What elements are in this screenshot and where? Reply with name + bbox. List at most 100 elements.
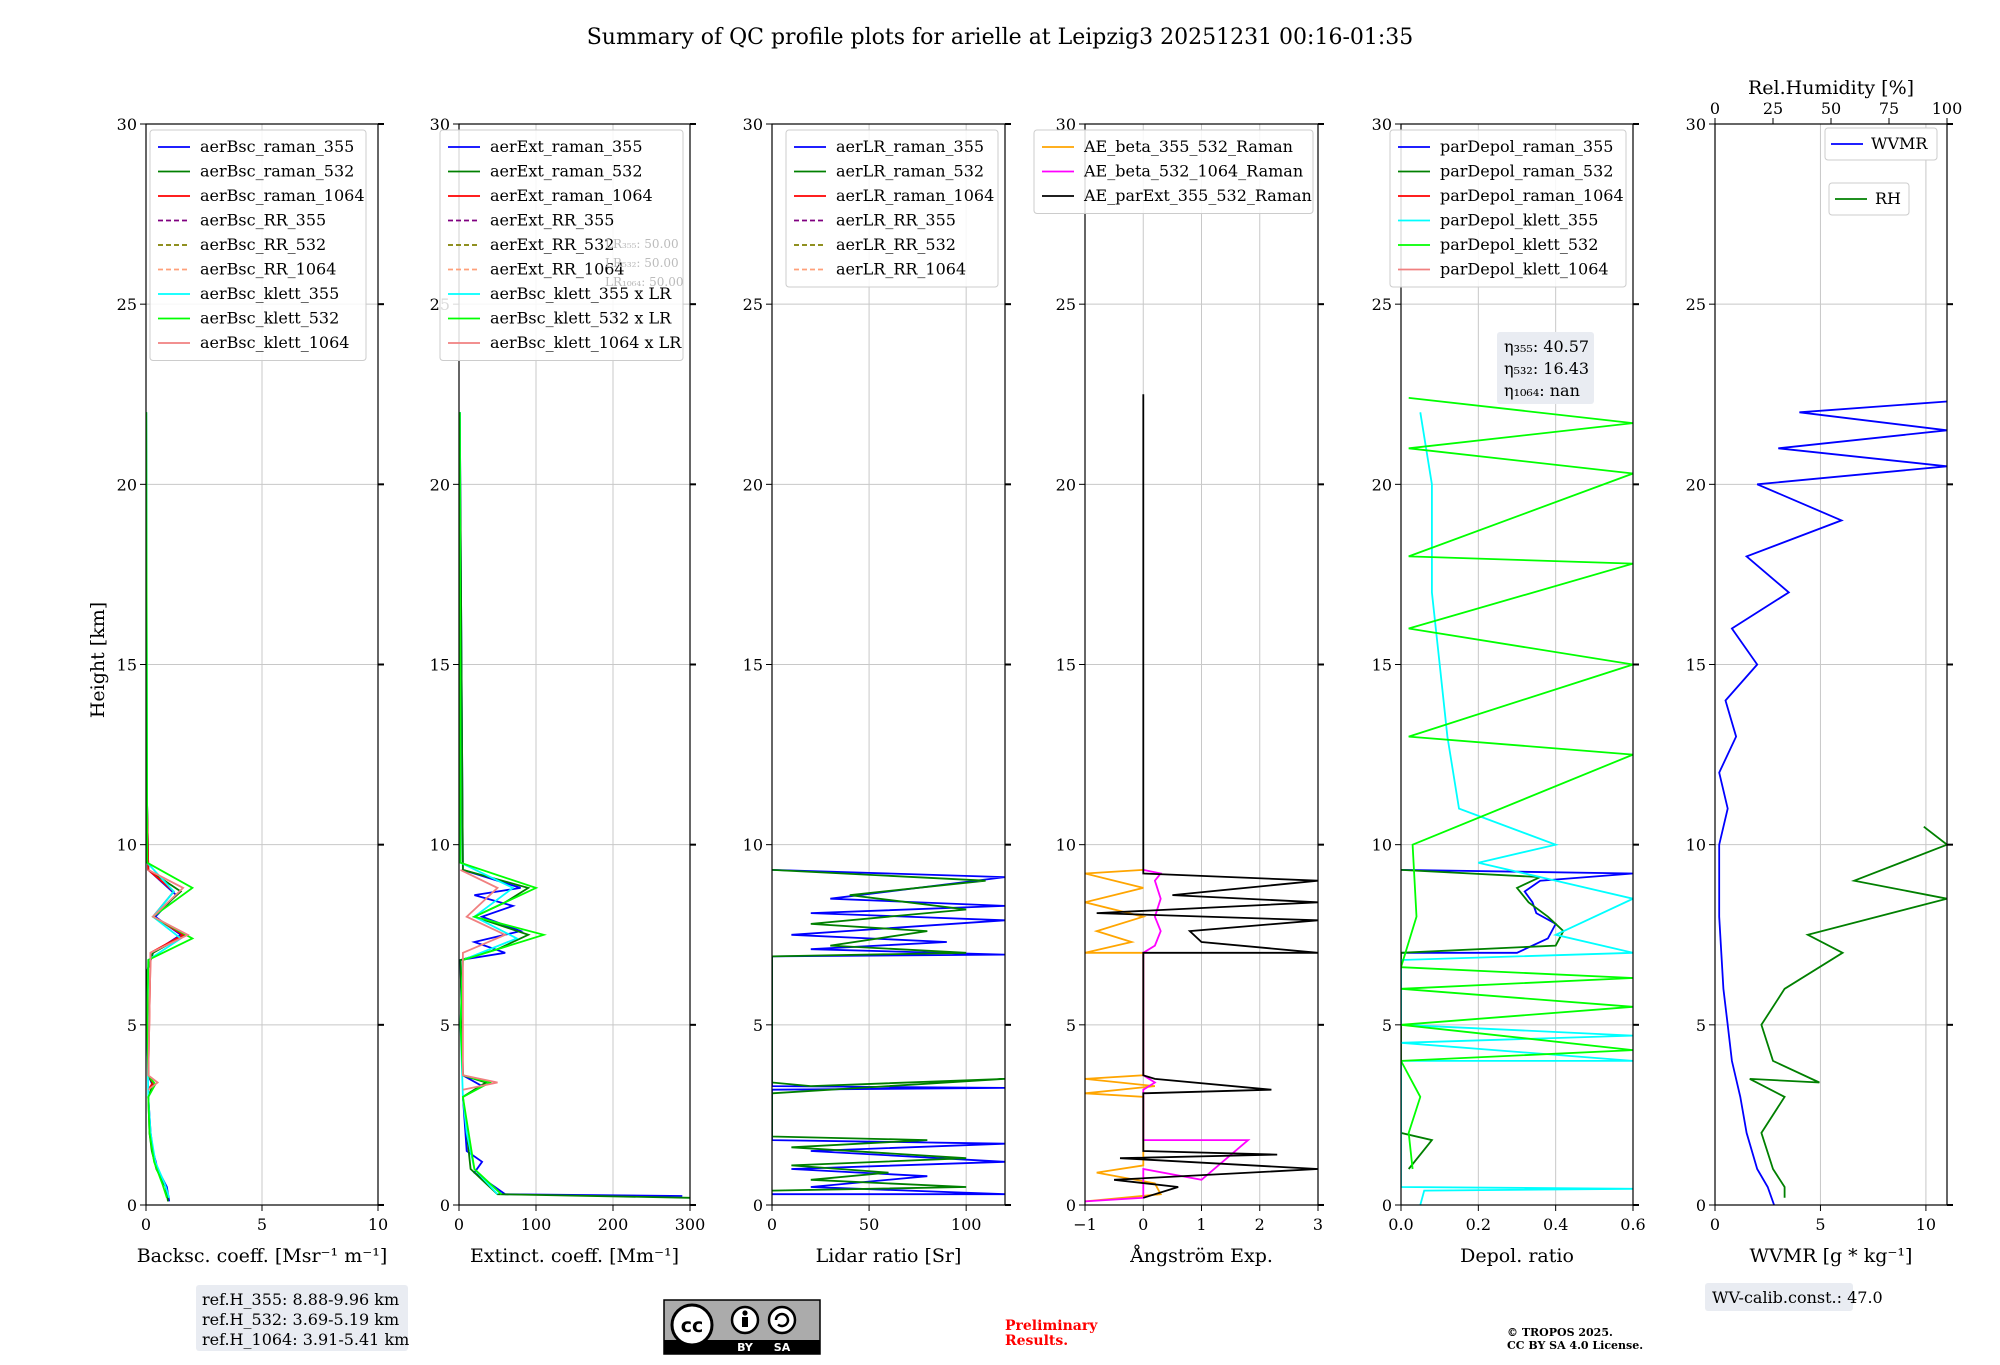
legend-label: AE_beta_532_1064_Raman [1083, 162, 1303, 181]
copyright-line-2: CC BY SA 4.0 License. [1507, 1339, 1643, 1352]
legend-label: aerExt_raman_355 [490, 137, 643, 156]
x-tick-label: 200 [598, 1215, 629, 1234]
legend-label: parDepol_raman_532 [1440, 162, 1613, 181]
series-WVMR [1718, 400, 1947, 1205]
legend-label: aerBsc_klett_1064 x LR [490, 333, 682, 352]
wv-calib-label: WV-calib.const.: 47.0 [1712, 1288, 1883, 1307]
y-tick-label: 25 [1686, 295, 1706, 314]
y-tick-label: 20 [117, 475, 137, 494]
panel-extinction: 0510152025300100200300Extinct. coeff. [M… [430, 115, 706, 1267]
y-tick-label: 5 [1066, 1016, 1076, 1035]
x-tick-label: 100 [521, 1215, 552, 1234]
y-tick-label: 15 [1056, 656, 1076, 675]
x-tick-label: 0 [141, 1215, 151, 1234]
legend-label: aerBsc_RR_1064 [200, 260, 336, 279]
x-tick-label: 300 [675, 1215, 706, 1234]
y-tick-label: 30 [1056, 115, 1076, 134]
legend-label: aerLR_RR_532 [836, 235, 956, 254]
legend-label: aerBsc_klett_532 x LR [490, 309, 672, 328]
series-parDepol_klett_532 [1401, 397, 1633, 1170]
legend-label: AE_parExt_355_532_Raman [1083, 186, 1312, 205]
series-AE_parExt_355_532_Raman [1096, 394, 1318, 1199]
x-tick-label: 0.0 [1388, 1215, 1413, 1234]
y-tick-label: 30 [430, 115, 450, 134]
y-tick-label: 30 [743, 115, 763, 134]
top-x-tick-label: 50 [1821, 99, 1841, 118]
y-axis-label: Height [km] [87, 602, 109, 718]
legend-label: aerLR_RR_355 [836, 211, 956, 230]
y-tick-label: 15 [1372, 656, 1392, 675]
series-aerBsc_klett_1064 x LR [460, 869, 508, 1091]
series-RH [1749, 825, 1947, 1198]
x-tick-label: 0 [1710, 1215, 1720, 1234]
legend-label: AE_beta_355_532_Raman [1083, 137, 1293, 156]
series-aerLR_raman_532 [772, 869, 1005, 1192]
sa-icon [767, 1305, 797, 1335]
x-tick-label: 0.6 [1620, 1215, 1645, 1234]
y-tick-label: 20 [1686, 475, 1706, 494]
x-axis-label: Depol. ratio [1460, 1245, 1574, 1267]
legend-label: aerExt_raman_532 [490, 162, 643, 181]
legend-label: aerBsc_klett_532 [200, 309, 339, 328]
x-tick-label: 100 [951, 1215, 982, 1234]
legend-label: aerExt_RR_532 [490, 235, 614, 254]
eta-label: η₁₀₆₄: nan [1504, 381, 1580, 400]
x-tick-label: 50 [859, 1215, 879, 1234]
legend-label: aerBsc_raman_1064 [200, 186, 365, 205]
panel-backscatter: 0 5 10 15 20 25 30 0 5 10 Backsc. coeff. [Msr⁻¹ m⁻… [117, 115, 409, 1351]
x-tick-label: 0 [767, 1215, 777, 1234]
cc-by-label: BY [737, 1341, 754, 1354]
x-axis-label: Lidar ratio [Sr] [816, 1245, 962, 1267]
y-tick-label: 0 [753, 1196, 763, 1215]
y-tick-label: 0 [1696, 1196, 1706, 1215]
legend-label: aerLR_RR_1064 [836, 260, 966, 279]
preliminary-line-1: Preliminary [1005, 1318, 1098, 1334]
top-x-tick-label: 0 [1710, 99, 1720, 118]
legend: parDepol_raman_355 parDepol_raman_532 parD… [1389, 129, 1627, 288]
preliminary-line-2: Results. [1005, 1333, 1068, 1349]
legend-label: parDepol_raman_1064 [1440, 186, 1624, 205]
y-tick-label: 0 [440, 1196, 450, 1215]
y-tick-label: 25 [1056, 295, 1076, 314]
y-tick-label: 30 [117, 115, 137, 134]
series-parDepol_klett_355 [1401, 412, 1633, 1205]
legend-label: aerExt_RR_355 [490, 211, 614, 230]
x-axis-label: Backsc. coeff. [Msr⁻¹ m⁻¹] [137, 1245, 388, 1267]
y-tick-label: 15 [1686, 656, 1706, 675]
y-tick-label: 5 [440, 1016, 450, 1035]
top-x-tick-label: 100 [1932, 99, 1963, 118]
y-tick-label: 30 [1372, 115, 1392, 134]
x-axis-label: Ångström Exp. [1129, 1245, 1273, 1267]
series-aerBsc_klett_532 [146, 412, 195, 1199]
x-tick-label: 0 [1138, 1215, 1148, 1234]
y-tick-label: 0 [127, 1196, 137, 1215]
legend-RH: RH [1828, 182, 1910, 216]
y-tick-label: 10 [1056, 836, 1076, 855]
legend-label: aerExt_raman_1064 [490, 186, 653, 205]
legend-label: aerLR_raman_1064 [836, 186, 994, 205]
legend-label: aerBsc_RR_355 [200, 211, 326, 230]
x-tick-label: 2 [1255, 1215, 1265, 1234]
y-tick-label: 15 [430, 656, 450, 675]
x-tick-label: 0.4 [1543, 1215, 1568, 1234]
y-tick-label: 5 [127, 1016, 137, 1035]
x-tick-label: 0.2 [1466, 1215, 1491, 1234]
y-tick-label: 15 [743, 656, 763, 675]
series-aerBsc_klett_532 x LR [459, 412, 547, 1195]
legend-label: parDepol_raman_355 [1440, 137, 1613, 156]
legend-label: aerLR_raman_355 [836, 137, 984, 156]
series-aerExt_raman_532 [459, 412, 690, 1199]
eta-label: η₃₅₅: 40.57 [1504, 337, 1589, 356]
legend-label: parDepol_klett_355 [1440, 211, 1598, 230]
y-tick-label: 5 [753, 1016, 763, 1035]
y-tick-label: 20 [743, 475, 763, 494]
y-tick-label: 10 [1686, 836, 1706, 855]
lr-value-label: LR₃₅₅: 50.00 [605, 237, 679, 251]
x-tick-label: −1 [1073, 1215, 1097, 1234]
x-tick-label: 10 [1916, 1215, 1936, 1234]
x-tick-label: 5 [1815, 1215, 1825, 1234]
legend-label: aerBsc_raman_532 [200, 162, 354, 181]
legend: aerBsc_raman_355 aerBsc_raman_532 aerBsc_r… [149, 129, 367, 361]
